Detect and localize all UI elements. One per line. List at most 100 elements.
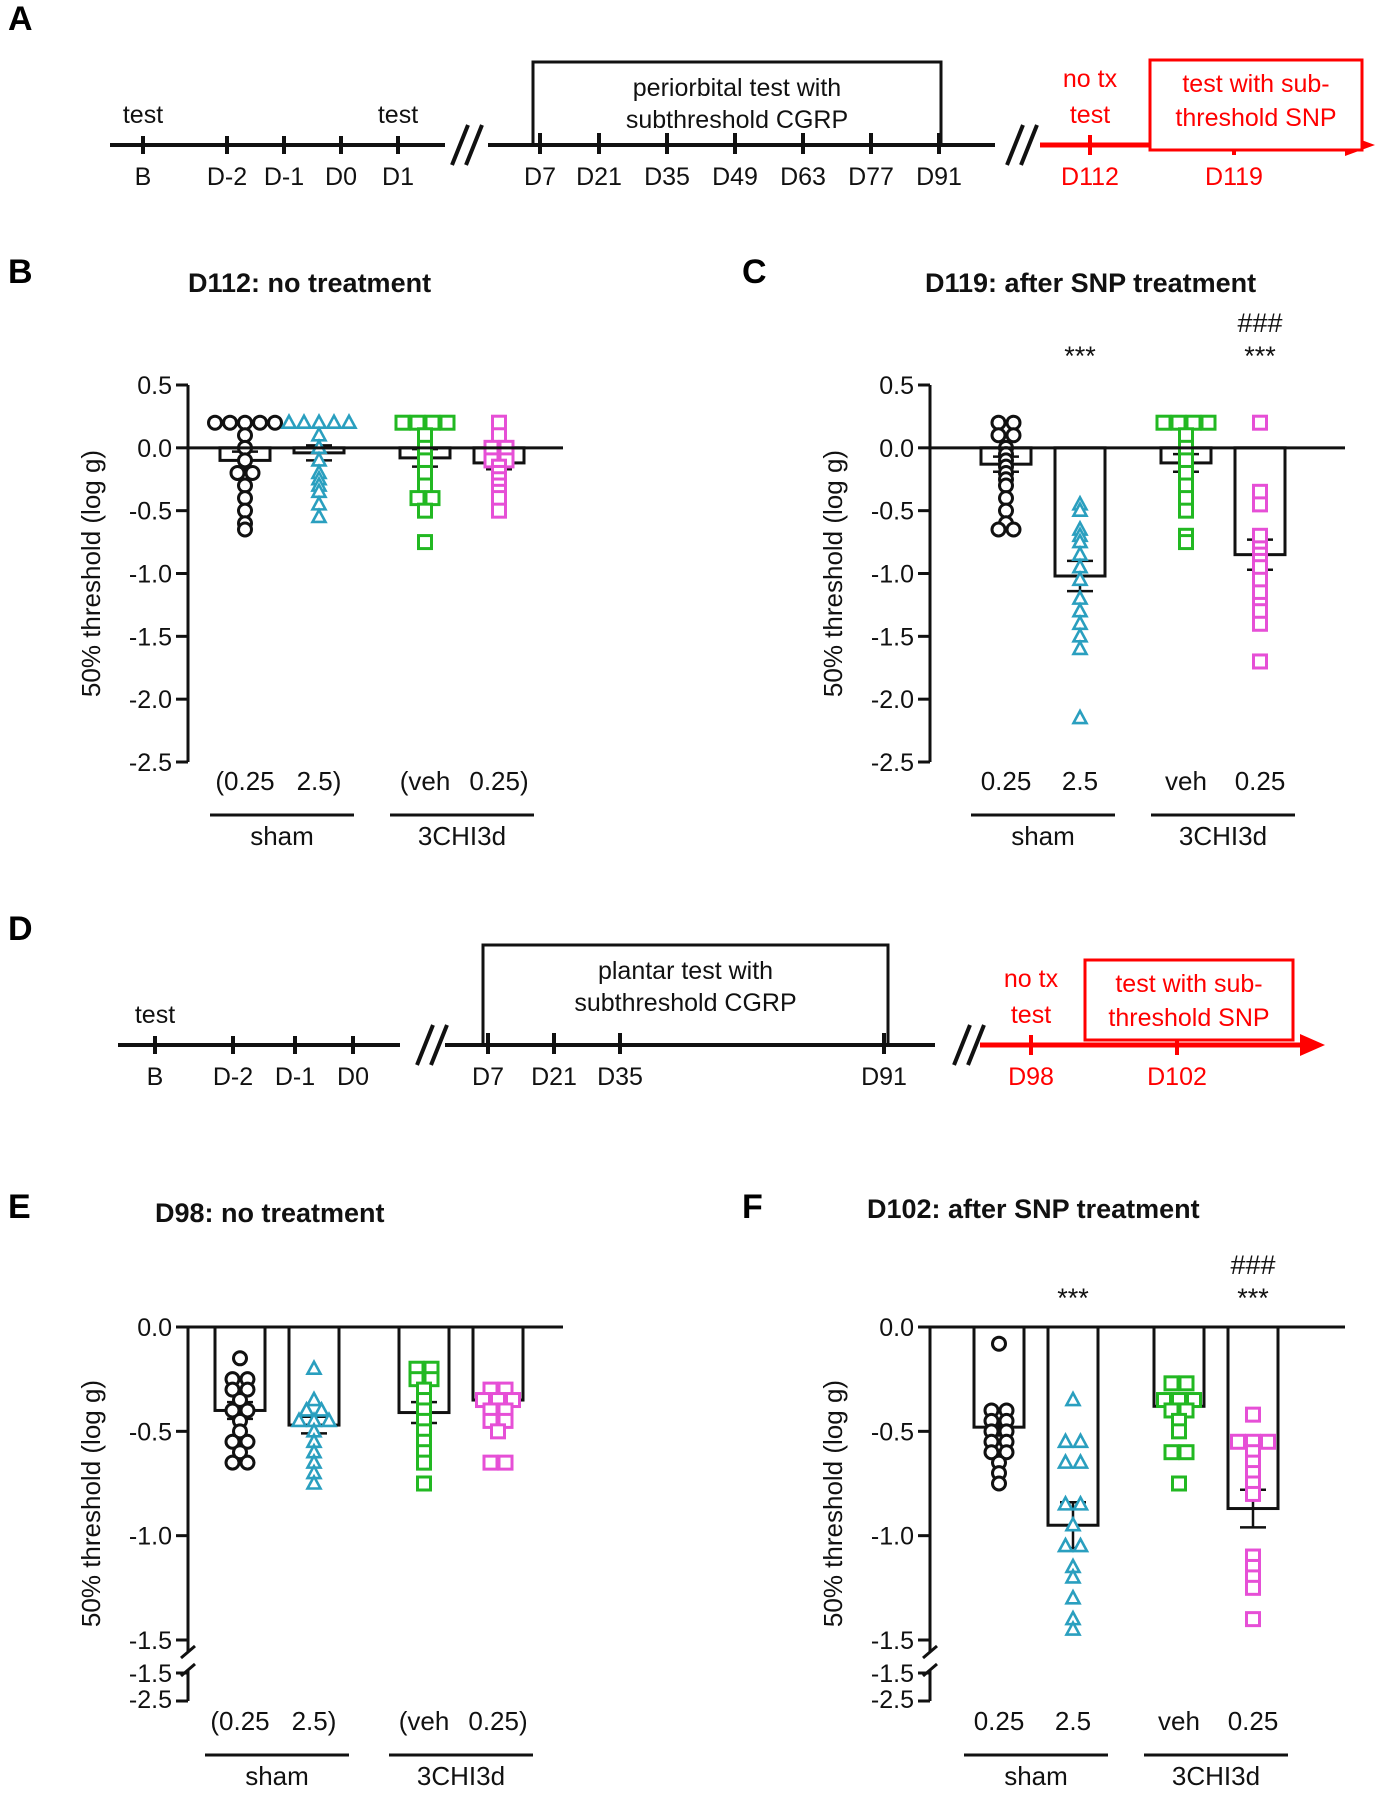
axis-break-mark [952,1024,972,1066]
box-text: subthreshold CGRP [574,989,796,1017]
data-point [998,1444,1015,1461]
data-point [998,490,1014,507]
y-tick-label: -1.5 [129,1660,172,1688]
data-point [1155,414,1172,431]
y-tick-label: -1.5 [129,623,172,651]
chart-f: D102: after SNP treatment 0.0 -0.5 -1.0 -1.5… [818,1194,1345,1791]
data-point [1252,496,1268,513]
data-point [1245,1485,1261,1502]
data-point [237,502,253,519]
x-category-label: 2.5) [292,1706,337,1736]
data-point [340,412,358,430]
y-tick-label: -2.0 [129,686,172,714]
panel-letter-e: E [8,1188,31,1226]
snp-box-text: test with sub- [1182,70,1329,98]
data-point [1245,1611,1261,1628]
significance-label: *** [1244,341,1276,371]
data-point [998,502,1014,519]
data-point [237,427,253,444]
data-point [1064,1515,1082,1532]
no-tx-label: test [1011,1001,1051,1029]
data-point [1064,1588,1082,1605]
data-point [1064,1390,1082,1407]
timeline-tick-label: D-1 [275,1063,315,1091]
data-point [1252,584,1268,601]
x-category-label: 2.5 [1062,766,1098,796]
x-group-label: 3CHI3d [1172,1761,1260,1791]
axis-break-mark [415,1024,435,1066]
data-point [267,414,283,431]
no-tx-label: test [1070,101,1110,129]
x-category-label: 0.25 [974,1706,1025,1736]
timeline-tick-label: D-2 [213,1063,253,1091]
y-tick-label: 0.0 [879,1314,914,1342]
box-text: plantar test with [598,957,773,985]
data-point [310,507,328,524]
data-point [1178,452,1194,469]
timeline-d: B D-2 D-1 D0 test plantar test with subthresho… [118,943,1325,1091]
data-point [305,1473,323,1490]
data-point [1005,427,1022,444]
snp-box-text: threshold SNP [1175,104,1336,132]
significance-label: ### [1230,1250,1275,1280]
y-tick-label: -1.0 [129,561,172,589]
y-tick-label: -1.5 [871,623,914,651]
y-tick-label: -1.5 [871,1660,914,1688]
data-point [232,1444,248,1461]
chart-title: D119: after SNP treatment [925,268,1256,298]
timeline-tick-label: D21 [576,163,622,191]
snp-box-text: threshold SNP [1108,1004,1269,1032]
data-point [1071,639,1089,656]
timeline-tick-label: D49 [712,163,758,191]
x-category-label: 0.25) [469,766,528,796]
chart-title: D102: after SNP treatment [867,1194,1200,1224]
data-point [1252,414,1268,431]
chart-b: D112: no treatment 0.5 0.0 -0.5 -1.0 -1.5 -2.0… [76,268,563,851]
data-point [280,412,298,430]
panel-letter-a: A [8,0,33,38]
timeline-tick-label: D35 [597,1063,643,1091]
data-point [1005,414,1022,431]
timeline-tick-label: D0 [325,163,357,191]
data-point [1178,502,1194,519]
snp-box-text: test with sub- [1115,970,1262,998]
data-point [237,490,253,507]
data-point [252,414,268,431]
significance-label: ### [1237,308,1282,338]
data-point [1245,1406,1261,1423]
data-point [239,1454,256,1471]
data-point [290,1411,308,1428]
data-point [244,464,261,481]
data-point [409,490,426,507]
timeline-tick-label: D-2 [207,163,247,191]
y-tick-label: -0.5 [129,498,172,526]
y-tick-label: -1.0 [129,1523,172,1551]
data-point [416,1454,432,1471]
data-point [1252,653,1268,670]
box-text: subthreshold CGRP [626,106,848,134]
data-point [207,414,223,431]
data-point [417,534,433,551]
data-point [424,414,441,431]
bar [287,1325,341,1427]
data-point [224,1454,241,1471]
data-point [998,477,1014,494]
timeline-tick-label: D7 [524,163,556,191]
y-tick-label: -0.5 [871,1418,914,1446]
chart-title: D98: no treatment [155,1198,385,1228]
y-tick-label: -2.0 [871,686,914,714]
x-group-label: sham [250,821,314,851]
data-point [222,414,238,431]
data-point [232,1392,248,1409]
y-tick-label: -2.5 [871,1686,914,1714]
data-point [1230,1433,1246,1450]
data-point [491,414,507,431]
data-point [417,427,433,444]
data-point [1056,1494,1075,1511]
data-point [990,414,1007,431]
data-point [1252,603,1268,620]
data-point [1071,1536,1090,1553]
test-label: test [378,101,418,129]
axis-break-mark [966,1024,986,1066]
